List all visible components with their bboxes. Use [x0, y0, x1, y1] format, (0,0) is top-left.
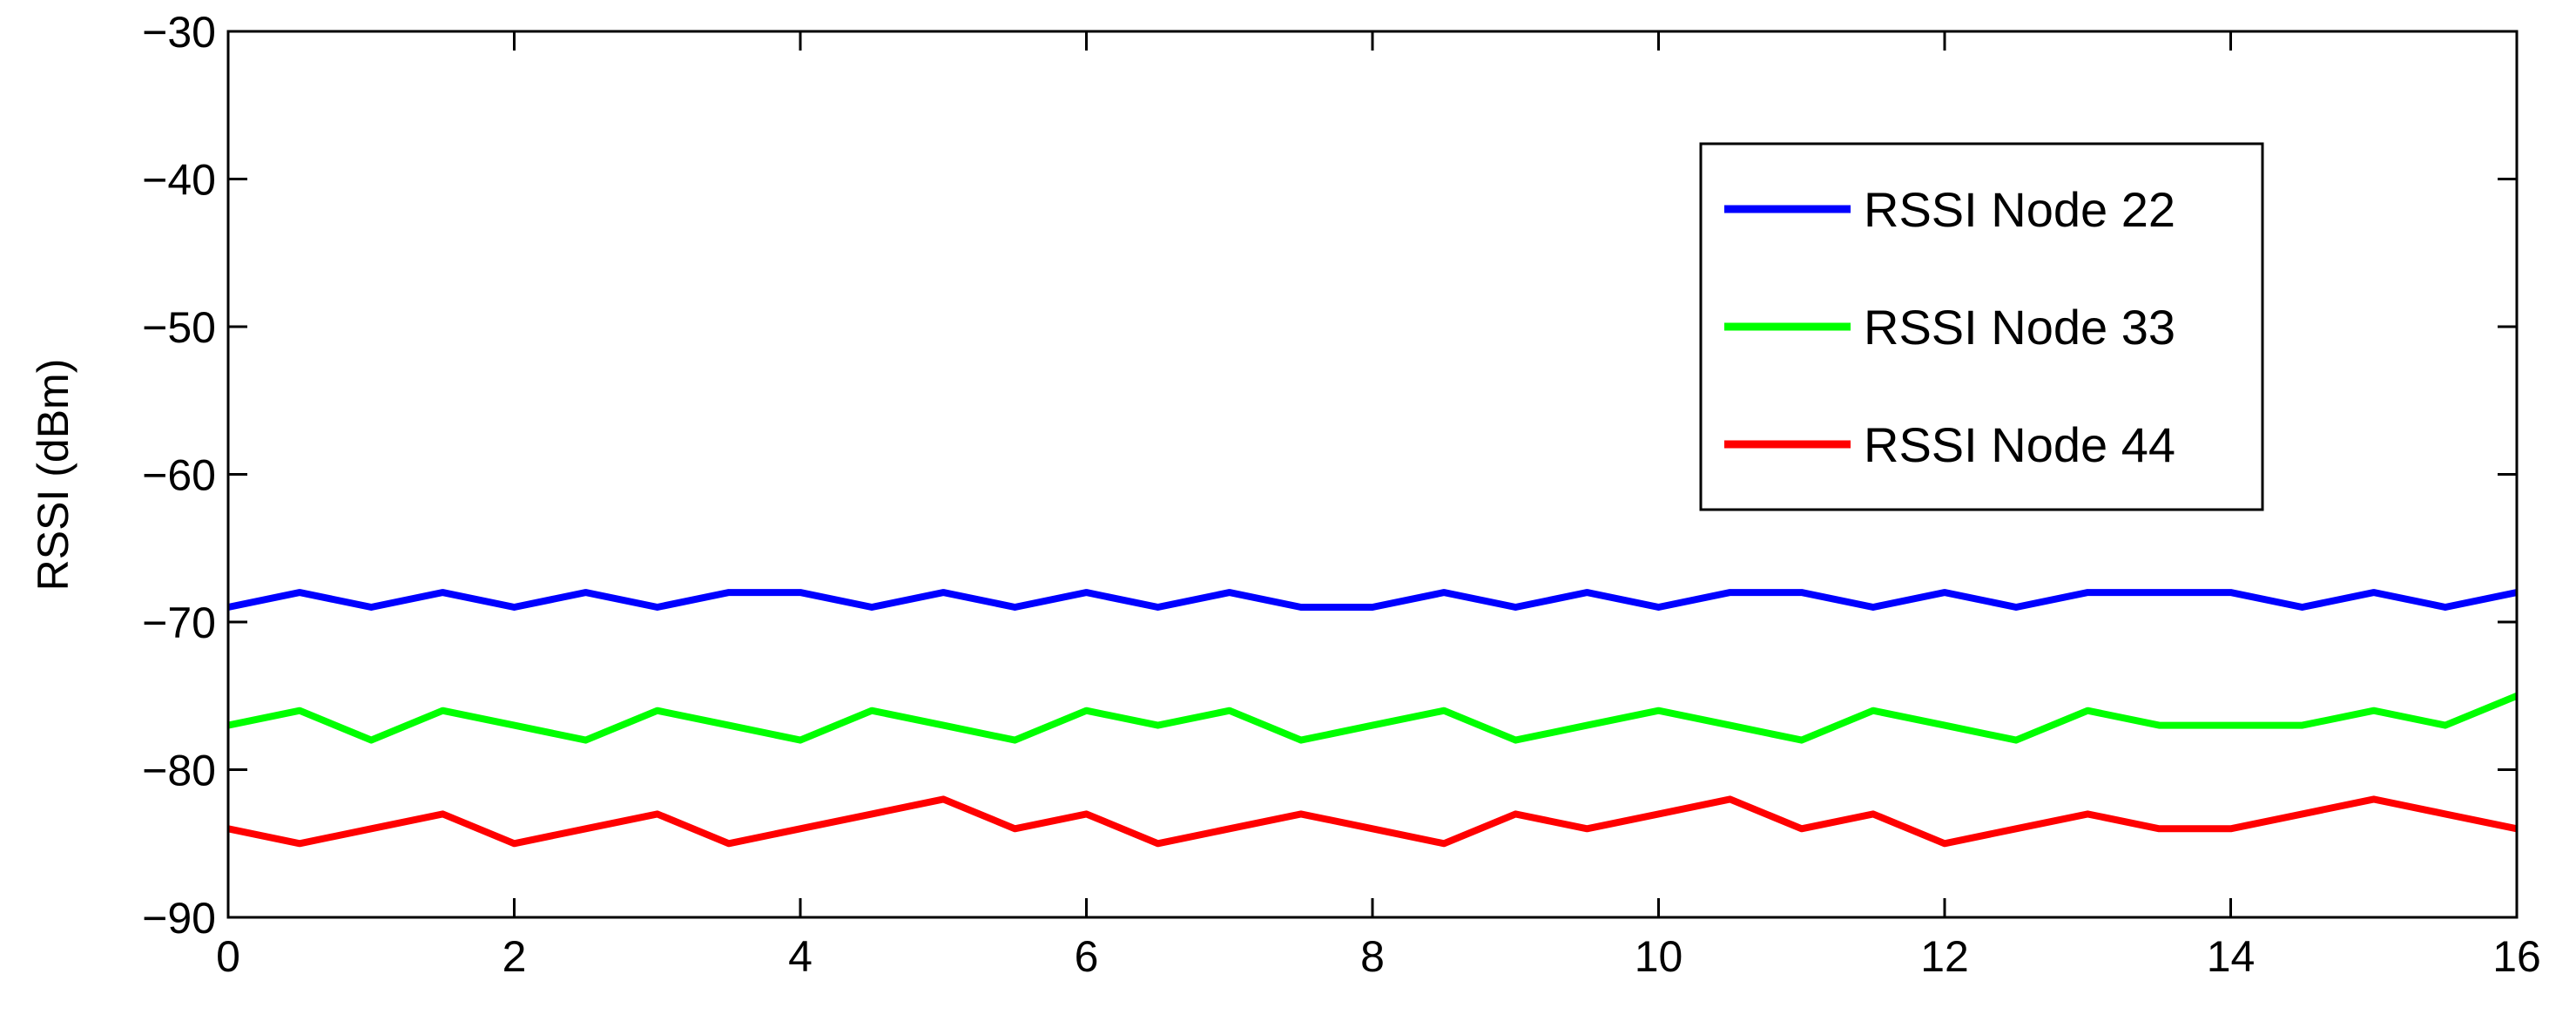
y-axis-label: RSSI (dBm): [29, 359, 78, 592]
legend: RSSI Node 22 RSSI Node 33 RSSI Node 44: [1699, 142, 2264, 511]
x-tick-label: 10: [1635, 932, 1683, 981]
x-tick-label: 6: [1075, 932, 1099, 981]
x-tick-label: 16: [2492, 932, 2541, 981]
y-tick-label: −30: [142, 8, 216, 57]
legend-label-1: RSSI Node 22: [1864, 182, 2175, 237]
legend-items: RSSI Node 22 RSSI Node 33 RSSI Node 44: [1724, 182, 2175, 472]
y-tick-label: −90: [142, 894, 216, 943]
y-tick-label: −60: [142, 451, 216, 500]
y-tick-label: −40: [142, 156, 216, 205]
x-tick-label: 14: [2207, 932, 2256, 981]
y-tick-label: −70: [142, 598, 216, 647]
series-layer: [227, 589, 2519, 848]
series-line-3: [227, 795, 2518, 848]
tick-layer: 0 2 4 6 8 10 12 14 16 −90 −80 −70 −60 −50 −40 −30: [142, 8, 2541, 981]
x-tick-label: 4: [788, 932, 813, 981]
legend-label-3: RSSI Node 44: [1864, 417, 2175, 472]
series-line-1: [227, 589, 2518, 611]
x-tick-label: 12: [1920, 932, 1969, 981]
x-tick-label: 8: [1360, 932, 1385, 981]
series-line-2: [227, 693, 2519, 744]
x-tick-label: 2: [502, 932, 527, 981]
legend-label-2: RSSI Node 33: [1864, 300, 2175, 355]
x-tick-label: 0: [216, 932, 240, 981]
y-tick-label: −50: [142, 303, 216, 352]
y-tick-label: −80: [142, 747, 216, 795]
